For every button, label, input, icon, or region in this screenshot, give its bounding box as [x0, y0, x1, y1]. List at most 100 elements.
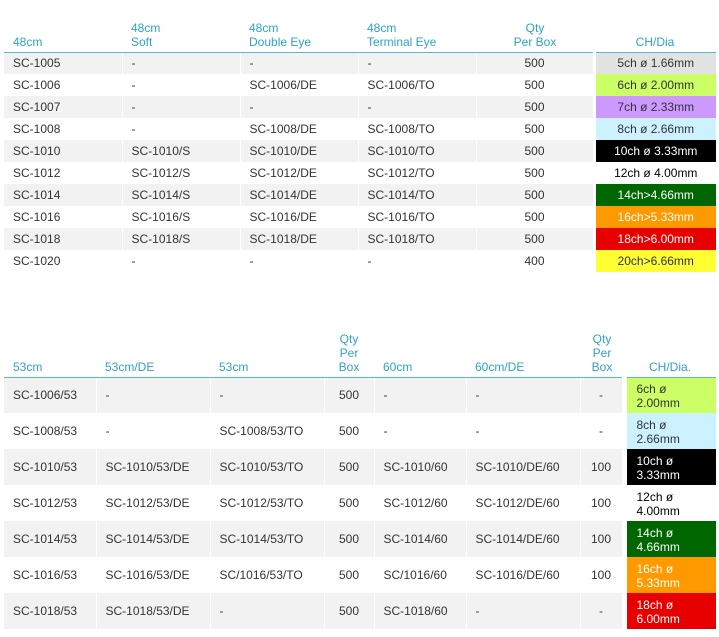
code-60cm-cell: SC-1018/60: [373, 593, 466, 629]
table-row: SC-1014/53 SC-1014/53/DE SC-1014/53/TO 500 S…: [4, 521, 716, 557]
product-code-cell: SC-1008: [4, 118, 122, 140]
column-header: Qty Per Box: [580, 327, 624, 378]
code-53cm-to-cell: SC-1012/53/TO: [209, 485, 324, 521]
code-60cm-cell: SC-1012/60: [373, 485, 466, 521]
code-60cm-cell: SC-1010/60: [373, 449, 466, 485]
column-header-text: CH/Dia: [635, 34, 675, 49]
code-53cm-to-cell: SC/1016/53/TO: [209, 557, 324, 593]
qty-60cm-cell: 100: [579, 449, 624, 485]
qty-per-box-cell: 500: [475, 228, 594, 250]
table-row: SC-1012 SC-1012/S SC-1012/DE SC-1012/TO 500 1…: [4, 162, 716, 184]
code-53cm-cell: SC-1010/53: [4, 449, 96, 485]
qty-per-box-cell: 400: [475, 250, 594, 272]
qty-53cm-cell: 500: [323, 485, 374, 521]
ch-size-text: 8ch ø: [636, 418, 667, 432]
soft-variant-cell: -: [121, 74, 240, 96]
double-eye-variant-cell: -: [239, 52, 358, 74]
column-header-text: Qty: [592, 331, 612, 346]
qty-per-box-cell: 500: [475, 184, 594, 206]
column-header-text: 53cm: [219, 359, 249, 374]
column-header-text: Soft: [131, 34, 153, 49]
column-header: 48cm Soft: [122, 0, 240, 53]
code-53cm-to-cell: SC-1014/53/TO: [209, 521, 324, 557]
double-eye-variant-cell: SC-1012/DE: [239, 162, 358, 184]
column-header-text: Per: [339, 345, 359, 360]
product-code-cell: SC-1010: [4, 140, 122, 162]
column-header-text: 53cm/DE: [105, 359, 155, 374]
code-53cm-de-cell: SC-1018/53/DE: [95, 593, 210, 629]
terminal-eye-variant-cell: SC-1006/TO: [357, 74, 476, 96]
column-header: 48cm Terminal Eye: [358, 0, 476, 53]
column-header-text: Qty: [339, 331, 359, 346]
diameter-text: 2.00mm: [636, 396, 680, 411]
ch-dia-color-swatch: 10ch ø 3.33mm: [592, 140, 716, 162]
qty-60cm-cell: -: [579, 377, 624, 413]
table-row: SC-1006/53- -500- - -6ch ø 2.00mm: [4, 377, 716, 413]
ch-dia-color-swatch: 14ch ø 4.66mm: [621, 521, 716, 557]
double-eye-variant-cell: SC-1016/DE: [239, 206, 358, 228]
table-row: SC-1005- - -500 5ch ø 1.66mm: [4, 52, 716, 74]
terminal-eye-variant-cell: SC-1012/TO: [357, 162, 476, 184]
column-header-text: Per Box: [513, 34, 557, 49]
table-row: SC-1014 SC-1014/S SC-1014/DE SC-1014/TO 500 1…: [4, 184, 716, 206]
code-60cm-cell: -: [373, 377, 466, 413]
ch-dia-color-swatch: 14ch>4.66mm: [592, 184, 716, 206]
code-53cm-to-cell: -: [209, 593, 324, 629]
soft-variant-cell: -: [121, 52, 240, 74]
column-header-text: Box: [591, 359, 613, 374]
table-row: SC-1018/53 SC-1018/53/DE -500 SC-1018/60- -1…: [4, 593, 716, 629]
ch-size-text: 18ch ø: [636, 598, 674, 612]
soft-variant-cell: -: [121, 118, 240, 140]
ch-dia-color-swatch: 12ch ø 4.00mm: [621, 485, 716, 521]
diameter-text: 4.66mm: [636, 540, 680, 554]
product-code-cell: SC-1006: [4, 74, 122, 96]
table-row: SC-1018 SC-1018/S SC-1018/DE SC-1018/TO 500 1…: [4, 228, 716, 250]
ch-dia-color-swatch: 20ch>6.66mm: [592, 250, 716, 272]
product-code-cell: SC-1014: [4, 184, 122, 206]
code-53cm-to-cell: SC-1010/53/TO: [209, 449, 324, 485]
qty-53cm-cell: 500: [323, 413, 374, 449]
code-53cm-de-cell: SC-1010/53/DE: [95, 449, 210, 485]
column-header-text: 48cm: [249, 20, 279, 35]
code-53cm-cell: SC-1012/53: [4, 485, 96, 521]
code-53cm-to-cell: SC-1008/53/TO: [209, 413, 324, 449]
terminal-eye-variant-cell: -: [357, 96, 476, 118]
ch-size-text: 10ch ø: [636, 454, 674, 468]
column-header-text: 60cm/DE: [475, 359, 525, 374]
qty-per-box-cell: 500: [475, 52, 594, 74]
table-row: SC-1010/53 SC-1010/53/DE SC-1010/53/TO 500 S…: [4, 449, 716, 485]
terminal-eye-variant-cell: SC-1016/TO: [357, 206, 476, 228]
ch-dia-color-swatch: 6ch ø 2.00mm: [592, 74, 716, 96]
column-header-text: Terminal Eye: [367, 34, 437, 49]
double-eye-variant-cell: SC-1006/DE: [239, 74, 358, 96]
ch-size-text: 12ch ø: [636, 490, 674, 504]
code-53cm-cell: SC-1008/53: [4, 413, 96, 449]
column-header-text: Box: [338, 359, 360, 374]
code-53cm-cell: SC-1018/53: [4, 593, 96, 629]
column-header-text: Qty: [525, 20, 545, 35]
column-header-text: Per: [592, 345, 612, 360]
table-row: SC-1016 SC-1016/S SC-1016/DE SC-1016/TO 500 1…: [4, 206, 716, 228]
qty-per-box-cell: 500: [475, 162, 594, 184]
product-code-cell: SC-1007: [4, 96, 122, 118]
diameter-text: 2.66mm: [636, 432, 680, 446]
table-row: SC-1012/53 SC-1012/53/DE SC-1012/53/TO 500 S…: [4, 485, 716, 521]
terminal-eye-variant-cell: SC-1018/TO: [357, 228, 476, 250]
diameter-text: 6.00mm: [636, 612, 680, 626]
ch-dia-color-swatch: 18ch ø 6.00mm: [621, 593, 716, 629]
product-code-cell: SC-1018: [4, 228, 122, 250]
qty-60cm-cell: -: [579, 413, 624, 449]
soft-variant-cell: SC-1010/S: [121, 140, 240, 162]
code-53cm-to-cell: -: [209, 377, 324, 413]
soft-variant-cell: SC-1014/S: [121, 184, 240, 206]
code-60cm-de-cell: SC-1016/DE/60: [465, 557, 580, 593]
column-header-text: 48cm: [131, 20, 161, 35]
column-header: 60cm: [374, 327, 466, 378]
ch-dia-color-swatch: 10ch ø 3.33mm: [621, 449, 716, 485]
soft-variant-cell: -: [121, 250, 240, 272]
qty-60cm-cell: 100: [579, 485, 624, 521]
qty-53cm-cell: 500: [323, 449, 374, 485]
code-60cm-de-cell: -: [465, 377, 580, 413]
double-eye-variant-cell: SC-1014/DE: [239, 184, 358, 206]
code-53cm-de-cell: SC-1014/53/DE: [95, 521, 210, 557]
